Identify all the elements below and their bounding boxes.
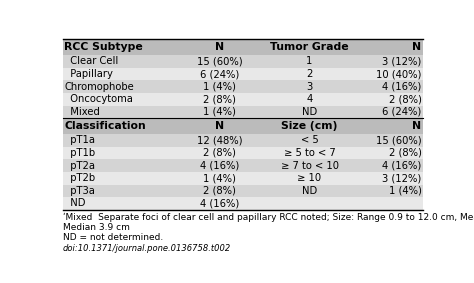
- Text: RCC Subtype: RCC Subtype: [64, 42, 143, 52]
- Text: ND: ND: [302, 107, 317, 117]
- Text: doi:10.1371/journal.pone.0136758.t002: doi:10.1371/journal.pone.0136758.t002: [63, 244, 231, 253]
- Text: 4 (16%): 4 (16%): [200, 160, 239, 171]
- Text: Mixed: Mixed: [64, 107, 100, 117]
- Text: 1 (4%): 1 (4%): [203, 107, 236, 117]
- Text: ≥ 7 to < 10: ≥ 7 to < 10: [281, 160, 338, 171]
- Text: 4: 4: [306, 94, 313, 104]
- Text: 1 (4%): 1 (4%): [203, 173, 236, 183]
- Text: ʹMixed  Separate foci of clear cell and papillary RCC noted; Size: Range 0.9 to : ʹMixed Separate foci of clear cell and p…: [63, 213, 474, 222]
- Text: 12 (48%): 12 (48%): [197, 135, 242, 145]
- Text: 4 (16%): 4 (16%): [382, 82, 421, 92]
- Text: pT1a: pT1a: [64, 135, 95, 145]
- Text: N: N: [412, 42, 421, 52]
- Text: Tumor Grade: Tumor Grade: [270, 42, 349, 52]
- Text: Classification: Classification: [64, 121, 146, 131]
- Text: 1: 1: [306, 56, 313, 67]
- Text: Clear Cell: Clear Cell: [64, 56, 118, 67]
- Text: Size (cm): Size (cm): [282, 121, 337, 131]
- Bar: [63, 185, 423, 197]
- Bar: [63, 106, 423, 118]
- Text: ND: ND: [64, 198, 85, 209]
- Text: 6 (24%): 6 (24%): [200, 69, 239, 79]
- Text: ≥ 10: ≥ 10: [298, 173, 321, 183]
- Text: pT3a: pT3a: [64, 186, 95, 196]
- Text: 15 (60%): 15 (60%): [376, 135, 421, 145]
- Text: Chromophobe: Chromophobe: [64, 82, 134, 92]
- Text: 4 (16%): 4 (16%): [382, 160, 421, 171]
- Text: 2 (8%): 2 (8%): [203, 148, 236, 158]
- Text: Median 3.9 cm: Median 3.9 cm: [63, 223, 130, 232]
- Text: 3: 3: [306, 82, 313, 92]
- Bar: [63, 118, 423, 134]
- Text: 4 (16%): 4 (16%): [200, 198, 239, 209]
- Text: N: N: [412, 121, 421, 131]
- Bar: [63, 172, 423, 185]
- Text: 10 (40%): 10 (40%): [376, 69, 421, 79]
- Text: < 5: < 5: [301, 135, 319, 145]
- Text: 2 (8%): 2 (8%): [203, 186, 236, 196]
- Text: 15 (60%): 15 (60%): [197, 56, 242, 67]
- Text: ≥ 5 to < 7: ≥ 5 to < 7: [283, 148, 336, 158]
- Text: Oncocytoma: Oncocytoma: [64, 94, 133, 104]
- Text: N: N: [215, 121, 224, 131]
- Text: 2: 2: [306, 69, 313, 79]
- Bar: [63, 134, 423, 147]
- Text: 3 (12%): 3 (12%): [382, 56, 421, 67]
- Text: pT1b: pT1b: [64, 148, 95, 158]
- Text: 3 (12%): 3 (12%): [382, 173, 421, 183]
- Bar: [63, 93, 423, 106]
- Bar: [63, 55, 423, 68]
- Text: ND: ND: [302, 186, 317, 196]
- Text: 1 (4%): 1 (4%): [389, 186, 421, 196]
- Text: Papillary: Papillary: [64, 69, 113, 79]
- Bar: [63, 80, 423, 93]
- Bar: [63, 68, 423, 80]
- Bar: [63, 159, 423, 172]
- Text: ND = not determined.: ND = not determined.: [63, 233, 163, 242]
- Text: 1 (4%): 1 (4%): [203, 82, 236, 92]
- Text: 6 (24%): 6 (24%): [382, 107, 421, 117]
- Text: 2 (8%): 2 (8%): [203, 94, 236, 104]
- Text: 2 (8%): 2 (8%): [389, 148, 421, 158]
- Text: 2 (8%): 2 (8%): [389, 94, 421, 104]
- Text: N: N: [215, 42, 224, 52]
- Bar: [63, 39, 423, 55]
- Bar: [63, 147, 423, 159]
- Text: pT2b: pT2b: [64, 173, 95, 183]
- Bar: [63, 197, 423, 210]
- Text: pT2a: pT2a: [64, 160, 95, 171]
